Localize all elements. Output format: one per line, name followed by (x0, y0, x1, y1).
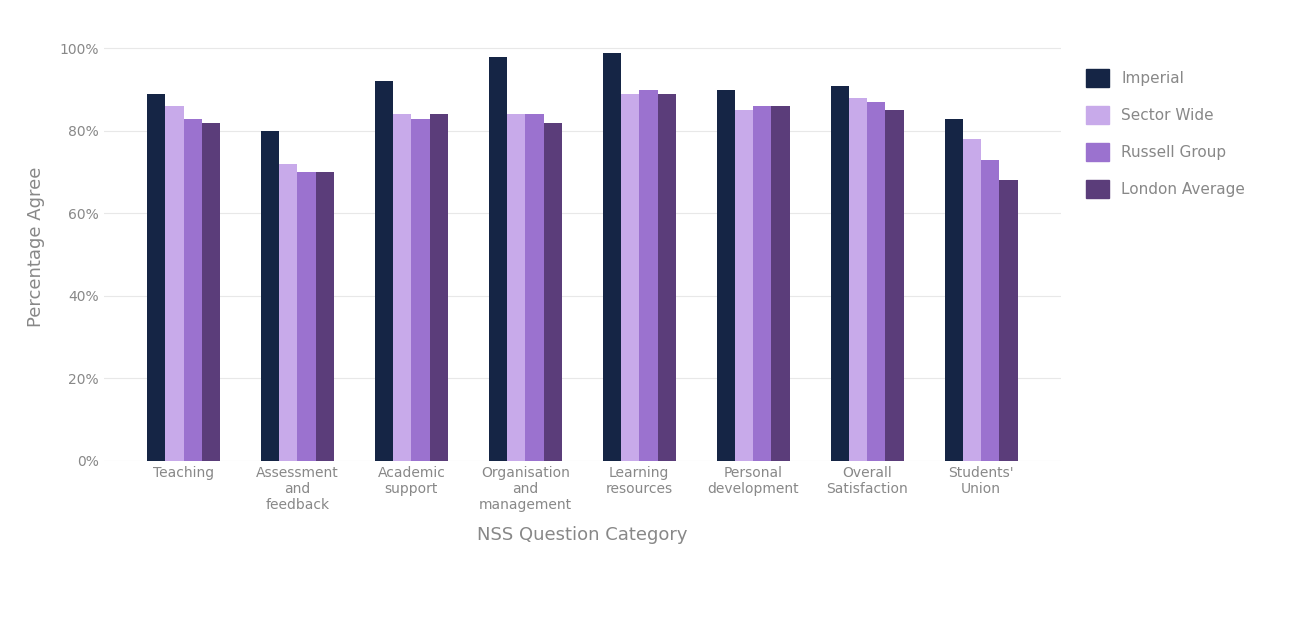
Bar (507, 115, 525, 461)
Bar (717, 90, 735, 461)
Bar (657, 94, 675, 461)
Bar (525, 115, 543, 461)
Bar (375, 81, 393, 461)
Bar (771, 106, 789, 461)
Bar (489, 57, 507, 461)
Bar (411, 118, 430, 461)
Bar (316, 172, 334, 461)
Bar (298, 172, 316, 461)
Bar (885, 110, 903, 461)
Bar (280, 164, 298, 461)
Legend: Imperial, Sector Wide, Russell Group, London Average: Imperial, Sector Wide, Russell Group, Lo… (1078, 61, 1253, 206)
Bar (831, 86, 849, 461)
Bar (849, 98, 867, 461)
Bar (202, 123, 220, 461)
Bar (603, 52, 621, 461)
Y-axis label: Percentage Agree: Percentage Agree (27, 166, 45, 326)
Bar (981, 160, 999, 461)
Bar (430, 115, 448, 461)
Bar (621, 94, 639, 461)
Bar (261, 131, 280, 461)
Bar (735, 110, 753, 461)
Bar (148, 94, 166, 461)
Bar (639, 90, 657, 461)
Bar (753, 106, 771, 461)
Bar (543, 123, 562, 461)
Bar (166, 106, 184, 461)
X-axis label: NSS Question Category: NSS Question Category (477, 526, 687, 544)
Bar (184, 118, 202, 461)
Bar (963, 140, 981, 461)
Bar (393, 115, 411, 461)
Bar (945, 118, 963, 461)
Bar (999, 180, 1017, 461)
Bar (867, 102, 885, 461)
